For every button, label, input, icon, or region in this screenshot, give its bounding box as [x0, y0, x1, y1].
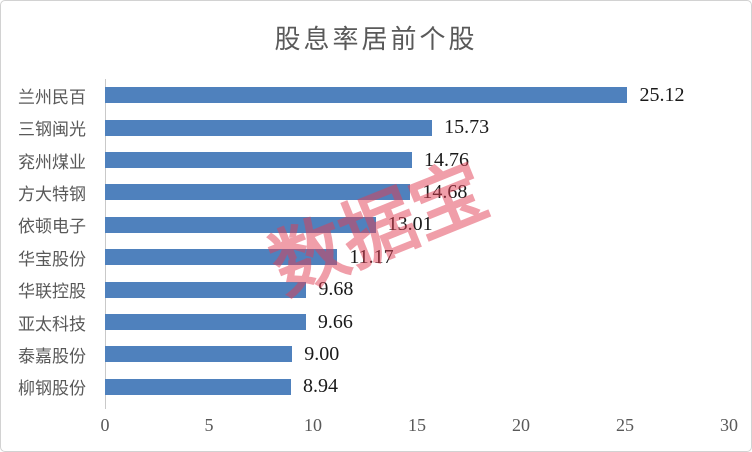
bar-track: 14.76: [105, 149, 729, 172]
bar-track: 13.01: [105, 213, 729, 236]
bar-row: 华宝股份 11.17: [17, 241, 729, 273]
category-label: 华宝股份: [18, 249, 86, 269]
bar-row: 兰州民百 25.12: [17, 79, 729, 111]
category-label: 方大特钢: [18, 184, 86, 204]
bar-track: 25.12: [105, 84, 729, 107]
bar: [105, 152, 412, 169]
plot-area: 兰州民百 25.12 三钢闽光 15.73 兖州煤业 14.76 方大特钢 14.68 依顿电子…: [17, 79, 729, 403]
value-label: 11.17: [349, 245, 394, 268]
bar-track: 9.68: [105, 278, 729, 301]
bar: [105, 184, 411, 201]
x-tick-label: 25: [616, 415, 634, 435]
x-tick-label: 0: [100, 415, 110, 435]
category-label: 依顿电子: [18, 217, 86, 237]
bar: [105, 249, 338, 266]
bar-track: 8.94: [105, 375, 729, 398]
x-axis: 0 5 10 15 20 25 30: [1, 415, 751, 441]
value-label: 13.01: [387, 213, 433, 236]
bar-track: 9.66: [105, 311, 729, 334]
bar-row: 方大特钢 14.68: [17, 176, 729, 208]
bar: [105, 314, 306, 331]
bar: [105, 281, 307, 298]
x-tick-label: 20: [512, 415, 530, 435]
x-tick-label: 15: [408, 415, 426, 435]
value-label: 9.66: [317, 310, 353, 333]
bar-track: 9.00: [105, 343, 729, 366]
value-label: 14.68: [422, 180, 468, 203]
y-axis-line: [105, 79, 106, 409]
bar-row: 泰嘉股份 9.00: [17, 338, 729, 370]
bar-row: 华联控股 9.68: [17, 273, 729, 305]
bar: [105, 216, 376, 233]
bar-track: 14.68: [105, 181, 729, 204]
value-label: 9.68: [318, 278, 354, 301]
bar-row: 三钢闽光 15.73: [17, 111, 729, 143]
category-label: 亚太科技: [18, 314, 86, 334]
bar-track: 11.17: [105, 246, 729, 269]
bar-row: 亚太科技 9.66: [17, 306, 729, 338]
category-label: 兰州民百: [18, 87, 86, 107]
bar-track: 15.73: [105, 116, 729, 139]
bar-row: 兖州煤业 14.76: [17, 144, 729, 176]
category-label: 兖州煤业: [18, 152, 86, 172]
x-tick-label: 30: [720, 415, 738, 435]
category-label: 柳钢股份: [18, 379, 86, 399]
value-label: 9.00: [304, 342, 340, 365]
value-label: 8.94: [302, 375, 338, 398]
category-label: 华联控股: [18, 282, 86, 302]
bar-row: 依顿电子 13.01: [17, 209, 729, 241]
bar: [105, 346, 293, 363]
bar: [105, 378, 291, 395]
bar: [105, 119, 433, 136]
bar: [105, 87, 628, 104]
x-tick-label: 5: [204, 415, 214, 435]
chart-title: 股息率居前个股: [274, 25, 478, 54]
value-label: 25.12: [639, 83, 685, 106]
category-label: 三钢闽光: [18, 120, 86, 140]
bar-row: 柳钢股份 8.94: [17, 371, 729, 403]
value-label: 14.76: [424, 148, 469, 171]
value-label: 15.73: [444, 116, 490, 139]
x-tick-label: 10: [304, 415, 322, 435]
category-label: 泰嘉股份: [18, 346, 86, 366]
